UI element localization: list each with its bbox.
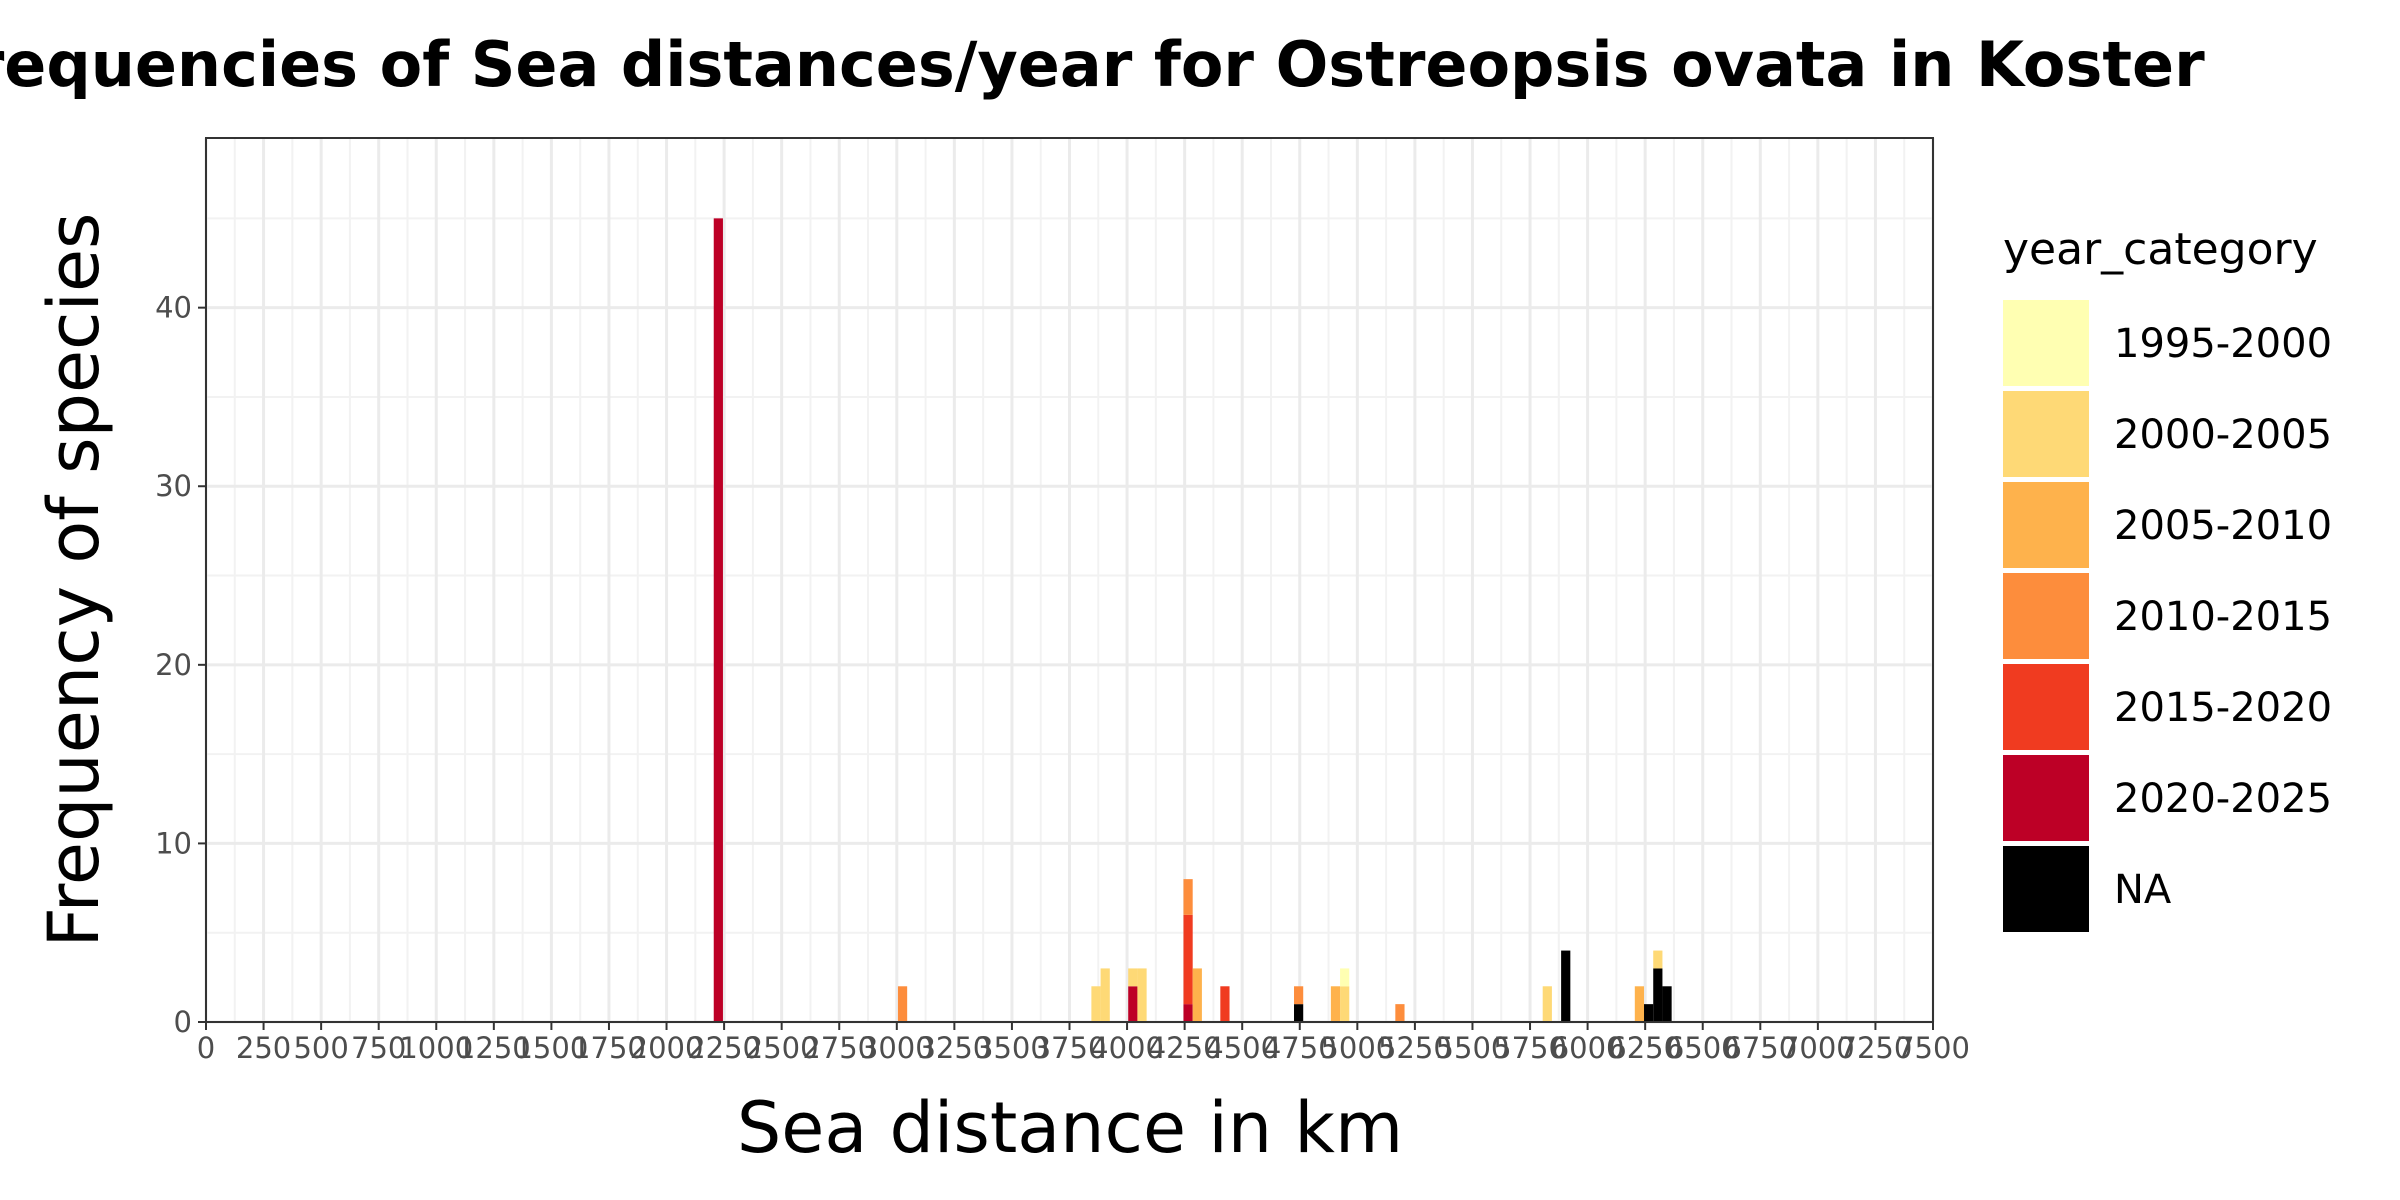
bar-segment xyxy=(1183,914,1193,1005)
bar-segment xyxy=(1137,968,1147,1022)
bar-segment xyxy=(1561,950,1571,1022)
x-tick-label: 5500 xyxy=(1436,1031,1510,1065)
y-tick-label: 40 xyxy=(155,291,192,325)
bar-segment xyxy=(1653,968,1663,1022)
x-tick-label: 6500 xyxy=(1666,1031,1740,1065)
bars xyxy=(713,218,1672,1022)
x-tick-label: 4000 xyxy=(1090,1031,1164,1065)
y-axis: 0 10 20 30 40 xyxy=(155,291,206,1039)
legend-label: 2005-2010 xyxy=(2114,503,2332,549)
x-tick-label: 1000 xyxy=(399,1031,473,1065)
chart-title: Frequencies of Sea distances/year for Os… xyxy=(0,28,2205,101)
legend-label: 1995-2000 xyxy=(2114,321,2332,367)
legend-title: year_category xyxy=(2003,224,2318,275)
x-tick-label: 3500 xyxy=(975,1031,1049,1065)
x-tick-label: 1250 xyxy=(457,1031,531,1065)
x-tick-label: 1500 xyxy=(514,1031,588,1065)
legend-label: 2010-2015 xyxy=(2114,594,2332,640)
legend-key xyxy=(2003,482,2089,568)
legend-key xyxy=(2003,573,2089,659)
legend-label: 2020-2025 xyxy=(2114,776,2332,822)
x-axis-title: Sea distance in km xyxy=(737,1087,1403,1169)
x-tick-label: 6750 xyxy=(1723,1031,1797,1065)
x-tick-label: 2750 xyxy=(802,1031,876,1065)
x-tick-label: 5250 xyxy=(1378,1031,1452,1065)
bar-segment xyxy=(1220,986,1230,1022)
legend-key xyxy=(2003,300,2089,386)
x-tick-label: 2500 xyxy=(745,1031,819,1065)
bar-segment xyxy=(1644,1004,1654,1022)
legend-label: NA xyxy=(2114,867,2172,913)
x-tick-label: 4250 xyxy=(1148,1031,1222,1065)
bar-segment xyxy=(1128,986,1138,1022)
x-tick-label: 500 xyxy=(293,1031,348,1065)
bar-segment xyxy=(1192,968,1202,1022)
x-tick-label: 6250 xyxy=(1608,1031,1682,1065)
x-tick-label: 3000 xyxy=(860,1031,934,1065)
legend-key xyxy=(2003,664,2089,750)
bar-segment xyxy=(713,218,723,1022)
bar-segment xyxy=(1395,1004,1405,1022)
x-axis: 0 250 500 750100012501500175020002250250027… xyxy=(197,1022,1970,1065)
y-tick-label: 0 xyxy=(174,1005,192,1039)
x-tick-label: 250 xyxy=(236,1031,291,1065)
bar-segment xyxy=(1340,986,1350,1022)
y-tick-label: 20 xyxy=(155,648,192,682)
legend: year_category 1995-2000 2000-2005 2005-201… xyxy=(2003,224,2332,932)
x-tick-label: 5750 xyxy=(1493,1031,1567,1065)
bar-segment xyxy=(1128,968,1138,987)
x-tick-label: 750 xyxy=(351,1031,406,1065)
bar-segment xyxy=(1340,968,1350,987)
x-tick-label: 7000 xyxy=(1781,1031,1855,1065)
x-tick-label: 2000 xyxy=(630,1031,704,1065)
bar-segment xyxy=(1183,1004,1193,1022)
y-axis-title: Frequency of species xyxy=(33,212,115,947)
x-tick-label: 7500 xyxy=(1896,1031,1970,1065)
legend-key xyxy=(2003,755,2089,841)
x-tick-label: 7250 xyxy=(1839,1031,1913,1065)
x-tick-label: 5000 xyxy=(1320,1031,1394,1065)
x-tick-label: 3250 xyxy=(917,1031,991,1065)
bar-segment xyxy=(1653,950,1663,969)
bar-segment xyxy=(1634,986,1645,1022)
plot-area xyxy=(204,137,1935,1024)
y-tick-label: 30 xyxy=(155,469,192,503)
legend-label: 2015-2020 xyxy=(2114,685,2332,731)
bar-segment xyxy=(1294,1004,1304,1022)
bar-segment xyxy=(1662,986,1672,1022)
x-tick-label: 2250 xyxy=(687,1031,761,1065)
legend-key xyxy=(2003,846,2089,932)
legend-key xyxy=(2003,391,2089,477)
bar-segment xyxy=(1183,879,1193,915)
bar-segment xyxy=(1294,986,1304,1005)
bar-segment xyxy=(897,986,908,1022)
bar-segment xyxy=(1100,968,1110,1022)
legend-items: 1995-2000 2000-2005 2005-2010 2010-2015 2015… xyxy=(2003,300,2332,932)
x-tick-label: 0 xyxy=(197,1031,215,1065)
bar-segment xyxy=(1091,986,1101,1022)
x-tick-label: 1750 xyxy=(572,1031,646,1065)
x-tick-label: 4750 xyxy=(1263,1031,1337,1065)
x-tick-label: 6000 xyxy=(1551,1031,1625,1065)
bar-segment xyxy=(1330,986,1341,1022)
x-tick-label: 3750 xyxy=(1033,1031,1107,1065)
y-tick-label: 10 xyxy=(155,826,192,860)
x-tick-label: 4500 xyxy=(1205,1031,1279,1065)
legend-label: 2000-2005 xyxy=(2114,412,2332,458)
bar-segment xyxy=(1542,986,1552,1022)
